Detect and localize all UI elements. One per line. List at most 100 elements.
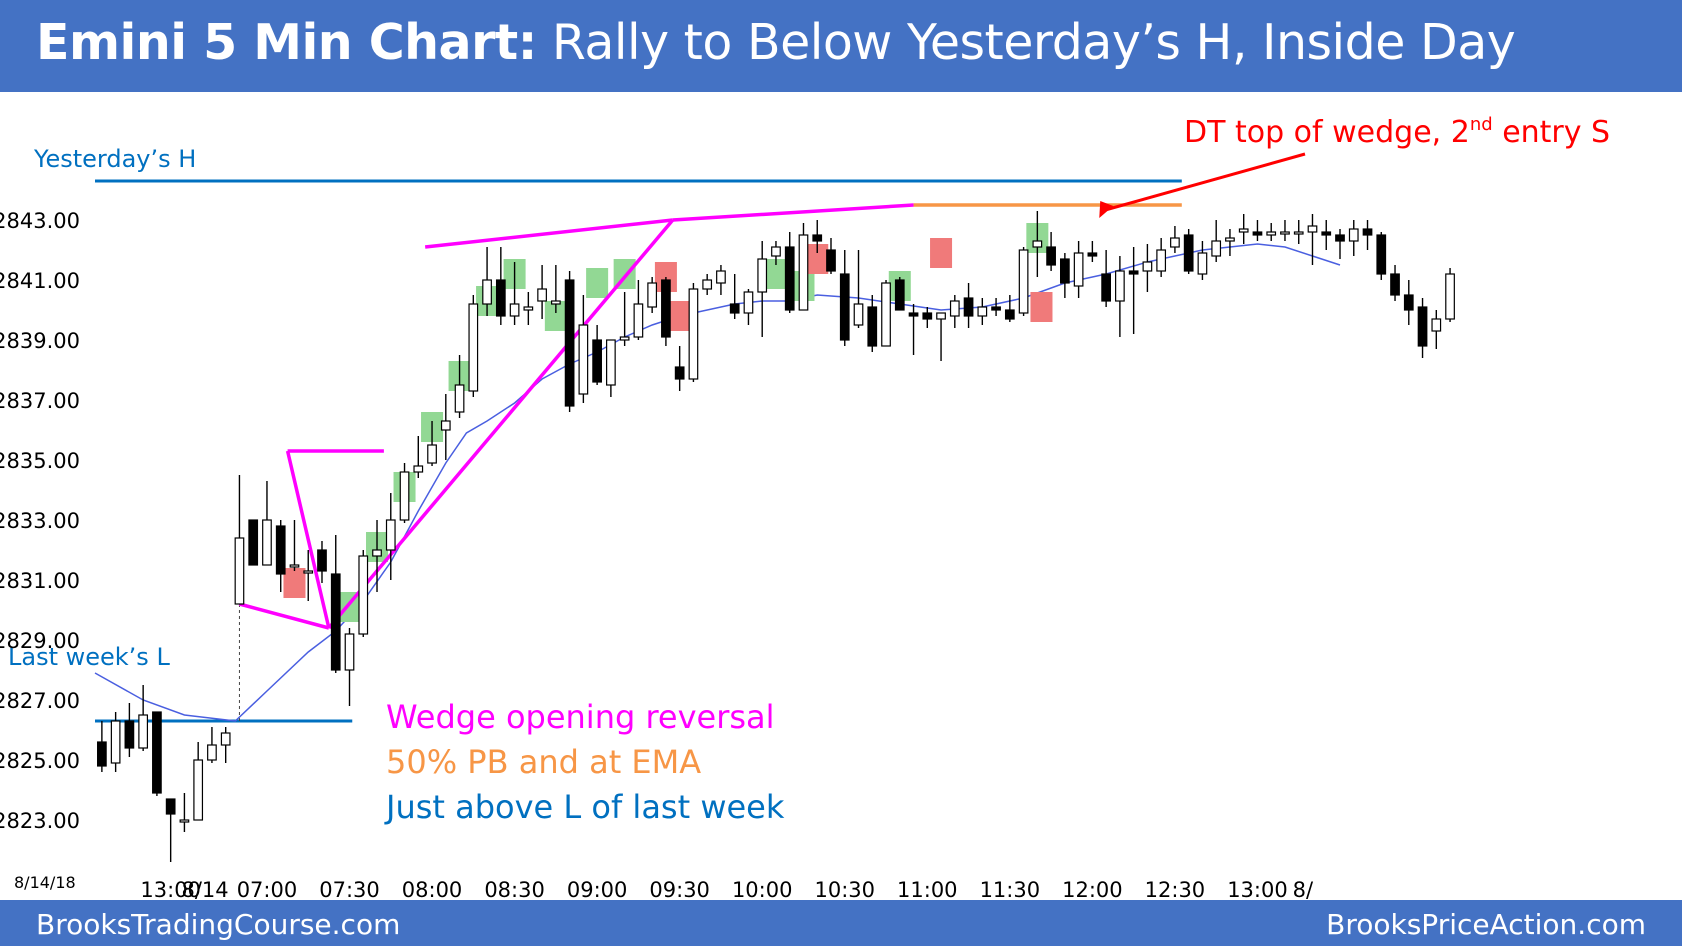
bull-candle-body: [1280, 231, 1290, 235]
bear-candle-body: [1128, 270, 1139, 275]
candle: [275, 520, 286, 592]
candle: [619, 292, 630, 346]
y-tick-label: 2833.00: [0, 509, 80, 533]
chart-title: Emini 5 Min Chart: Rally to Below Yester…: [36, 14, 1516, 71]
candle: [771, 241, 781, 265]
bear-candle-body: [908, 312, 919, 317]
candle: [1115, 256, 1125, 337]
candle: [1073, 241, 1084, 298]
x-tick-label: 10:00: [732, 878, 793, 900]
dt-annotation: DT top of wedge, 2nd entry S: [1184, 114, 1610, 150]
bear-candle-body: [152, 711, 162, 794]
bear-candle-body: [1059, 258, 1070, 284]
candle: [248, 519, 259, 566]
bull-candle-body: [949, 300, 960, 317]
bull-candle-body: [1266, 231, 1277, 236]
x-tick-label: 09:00: [567, 878, 628, 900]
candle: [289, 520, 300, 571]
bull-candle-body: [138, 714, 149, 749]
bull-candle-body: [193, 759, 204, 821]
candle: [110, 712, 121, 772]
wedge-line: [424, 218, 673, 249]
y-tick-label: 2823.00: [0, 809, 80, 833]
candle: [729, 274, 740, 319]
candle: [495, 247, 506, 325]
candle: [702, 274, 713, 295]
sell-signal-box: [668, 301, 691, 331]
candle: [1321, 220, 1332, 250]
bear-candle-body: [124, 720, 135, 749]
candle: [372, 520, 382, 592]
bear-candle-body: [165, 798, 176, 815]
bear-candle-body: [97, 741, 107, 767]
bull-candle-body: [289, 564, 300, 568]
bull-candle-body: [372, 549, 382, 557]
bull-candle-body: [1170, 237, 1180, 248]
bull-candle-body: [399, 471, 410, 521]
candle: [977, 298, 988, 325]
candle: [936, 312, 946, 361]
bear-candle-body: [839, 273, 850, 341]
title-bar: Emini 5 Min Chart: Rally to Below Yester…: [0, 0, 1682, 92]
bear-candle-body: [275, 525, 286, 575]
bull-candle-body: [1445, 273, 1455, 320]
buy-signal-box: [544, 301, 567, 331]
bear-candle-body: [1046, 246, 1056, 266]
bull-candle-body: [633, 303, 644, 338]
level-lines: Yesterday’s H Last week’s L: [8, 145, 1182, 723]
x-tick-label: 8/: [1293, 878, 1314, 900]
bear-candle-body: [317, 549, 327, 572]
candle: [413, 436, 424, 478]
bull-candle-body: [881, 282, 891, 347]
candle: [1445, 268, 1455, 322]
candle: [633, 280, 644, 340]
annotation-line: 50% PB and at EMA: [386, 743, 701, 781]
bear-candle-body: [592, 339, 602, 383]
candle: [1335, 229, 1345, 259]
bull-candle-body: [853, 303, 864, 326]
candle: [207, 727, 217, 763]
candle: [991, 298, 1001, 316]
candle: [564, 271, 575, 412]
bear-candle-body: [1004, 309, 1015, 320]
bull-candle-body: [798, 234, 809, 311]
candle: [757, 241, 768, 337]
candle: [165, 798, 176, 862]
bear-candle-body: [1376, 234, 1387, 275]
candle: [468, 295, 479, 397]
bull-candle-body: [413, 465, 424, 473]
candle: [853, 250, 864, 328]
bull-candle-body: [440, 420, 451, 431]
candle: [1142, 244, 1153, 292]
candle: [839, 250, 850, 346]
annotation-line: Just above L of last week: [384, 788, 785, 826]
bear-candle-body: [495, 279, 506, 317]
candle: [1032, 211, 1043, 277]
bear-candle-body: [248, 519, 259, 566]
bear-candle-body: [1362, 228, 1373, 236]
x-tick-label: 12:30: [1145, 878, 1206, 900]
candle: [592, 325, 602, 385]
candle: [344, 628, 355, 706]
candle: [881, 280, 891, 347]
footer-left-site: BrooksTradingCourse.com: [36, 908, 401, 941]
bull-candle-body: [606, 339, 616, 386]
candle: [1059, 253, 1070, 298]
candle: [1101, 250, 1111, 307]
y-tick-label: 2831.00: [0, 569, 80, 593]
x-tick-label: 07:30: [319, 878, 380, 900]
bull-candle-body: [110, 720, 121, 764]
candle: [1431, 310, 1442, 349]
x-tick-label: 09:30: [649, 878, 710, 900]
candle: [922, 307, 933, 328]
y-tick-label: 2841.00: [0, 269, 80, 293]
candle: [152, 711, 162, 796]
candle: [674, 346, 685, 391]
dt-annotation-part: DT top of wedge, 2: [1184, 115, 1470, 150]
bear-candle-body: [991, 306, 1001, 311]
candle: [234, 475, 245, 605]
bear-candle-body: [922, 312, 933, 320]
bull-candle-body: [482, 279, 492, 305]
candle: [482, 247, 492, 316]
annotation-layer: Wedge opening reversal 50% PB and at EMA J…: [384, 114, 1610, 826]
